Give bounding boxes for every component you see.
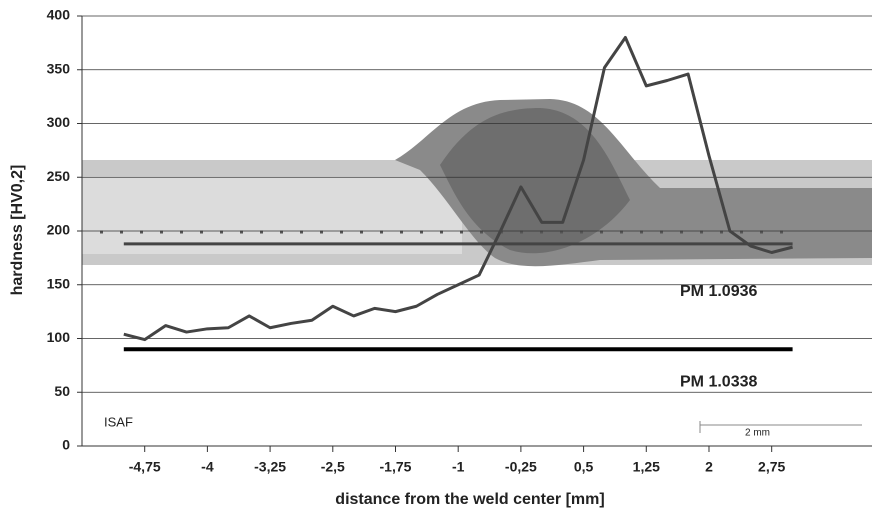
y-axis-title: hardness [HV0,2] xyxy=(9,165,26,296)
scale-bar-label: 2 mm xyxy=(745,428,770,439)
y-tick-label: 0 xyxy=(62,437,70,453)
y-tick-label: 250 xyxy=(47,168,71,184)
y-tick-label: 200 xyxy=(47,222,71,238)
reference-label: PM 1.0936 xyxy=(680,283,757,300)
micrograph-background xyxy=(82,99,872,267)
y-tick-label: 100 xyxy=(47,329,71,345)
base-metal-light xyxy=(82,176,462,254)
data-line xyxy=(123,36,793,342)
y-tick-label: 350 xyxy=(47,60,71,76)
x-tick-label: -0,25 xyxy=(505,459,537,475)
x-tick-label: -3,25 xyxy=(254,459,286,475)
y-tick-label: 150 xyxy=(47,275,71,291)
reference-label: PM 1.0338 xyxy=(680,373,757,390)
x-tick-label: -4,75 xyxy=(129,459,161,475)
watermark: ISAF xyxy=(104,414,133,429)
x-tick-label: -1 xyxy=(452,459,465,475)
y-tick-label: 300 xyxy=(47,114,71,130)
y-tick-label: 50 xyxy=(54,383,70,399)
x-tick-label: 0,5 xyxy=(574,459,594,475)
x-axis-title: distance from the weld center [mm] xyxy=(335,491,604,508)
x-tick-label: -1,75 xyxy=(380,459,412,475)
x-tick-label: 2 xyxy=(705,459,713,475)
y-tick-label: 400 xyxy=(47,7,71,23)
x-tick-label: -4 xyxy=(201,459,214,475)
x-tick-label: 2,75 xyxy=(758,459,785,475)
x-tick-label: 1,25 xyxy=(633,459,660,475)
fusion-zone xyxy=(440,108,630,254)
x-tick-label: -2,5 xyxy=(321,459,345,475)
